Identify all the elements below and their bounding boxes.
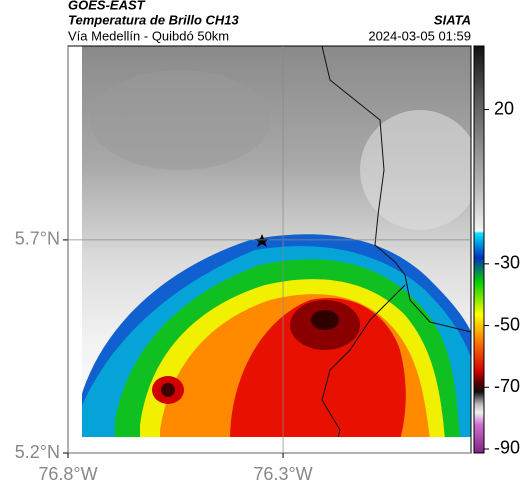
title: Temperatura de Brillo CH13 <box>68 12 240 27</box>
imagery <box>82 46 471 437</box>
lon-tick-label: 76.3°W <box>253 464 312 484</box>
lon-tick-label: 76.8°W <box>38 464 97 484</box>
source: GOES-EAST <box>68 0 146 12</box>
location-marker <box>255 234 269 247</box>
colorbar-tick-label: -70 <box>494 376 520 396</box>
lat-tick-label: 5.2°N <box>15 442 60 462</box>
colorbar-tick-label: 20 <box>494 98 514 118</box>
colorbar-tick-label: -90 <box>494 438 520 458</box>
colorbar-tick-label: -50 <box>494 314 520 334</box>
colorbar <box>473 45 485 454</box>
colorbar-tick-label: -30 <box>494 253 520 273</box>
lat-tick-label: 5.7°N <box>15 229 60 249</box>
datetime: 2024-03-05 01:59 <box>368 28 471 43</box>
agency: SIATA <box>434 12 471 27</box>
route: Vía Medellín - Quibdó 50km <box>68 28 229 43</box>
